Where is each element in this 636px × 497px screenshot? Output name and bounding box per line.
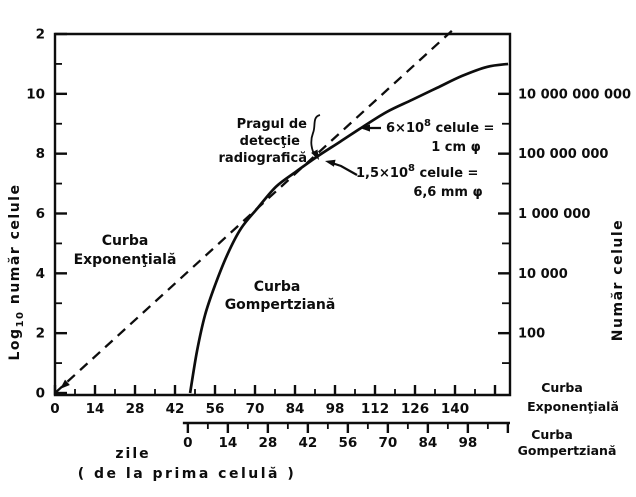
x-exp-tick-label: 14 (86, 401, 105, 417)
scale-name-exponential-line1: Curba (541, 380, 583, 395)
x-exp-tick-label: 0 (50, 401, 59, 417)
detection-threshold-line1: Pragul de (237, 117, 308, 132)
label-curba-gompertziana-line2: Gompertziană (225, 297, 336, 313)
y-right-tick-label: 1 000 000 (518, 207, 590, 222)
x-exp-tick-label: 140 (441, 401, 469, 417)
scale-name-exponential-line2: Exponenţială (527, 399, 619, 414)
label-curba-gompertziana-line1: Curba (254, 279, 301, 295)
x-exp-tick-label: 84 (286, 401, 305, 417)
annotation-6e8-cells: 6×108 celule = (386, 118, 494, 136)
annotation-arrows (60, 114, 381, 389)
detection-threshold-line2: detecţie (240, 134, 301, 149)
y-left-tick-label: 4 (36, 266, 45, 282)
arrowhead-1-5e8 (325, 159, 336, 167)
x-exp-tick-label: 126 (401, 401, 429, 417)
y-axis-right-title: Număr celule (610, 219, 626, 341)
x-axis-unit-sublabel: ( de la prima celulă ) (78, 466, 297, 482)
x-exp-tick-label: 28 (126, 401, 145, 417)
y-right-tick-label: 10 000 (518, 267, 568, 282)
y-right-tick-label: 100 (518, 327, 545, 342)
curves (54, 27, 509, 394)
x-exp-tick-label: 42 (166, 401, 185, 417)
scale-name-gompertz-line2: Gompertziană (518, 443, 617, 458)
scale-name-gompertz-line1: Curba (531, 427, 573, 442)
x-axis-unit-label: zile (115, 446, 150, 462)
x-gom-tick-label: 56 (338, 435, 357, 451)
x-gom-tick-label: 42 (298, 435, 317, 451)
y-right-tick-label: 10 000 000 000 (518, 87, 631, 102)
x-exp-tick-label: 98 (326, 401, 345, 417)
detection-bracket (310, 114, 321, 158)
y-axis-left-title: Log10 număr celule (7, 184, 26, 361)
y-left-tick-label: 10 (26, 86, 45, 102)
origin-arrowhead (60, 379, 70, 389)
x-gom-tick-label: 0 (183, 435, 192, 451)
label-curba-exponentiala-line1: Curba (102, 233, 149, 249)
x-exp-tick-label: 112 (361, 401, 389, 417)
x-gom-tick-label: 70 (378, 435, 397, 451)
arrowhead-6e8 (360, 124, 370, 132)
y-left-tick-label: 2 (36, 326, 45, 342)
annotation-6-6mm-diameter: 6,6 mm φ (413, 185, 482, 200)
annotation-1cm-diameter: 1 cm φ (431, 140, 481, 155)
axes: 0 2 4 6 8 10 2 100 10 000 1 000 000 100 000 000 10 … (26, 27, 631, 452)
y-left-tick-label: 8 (36, 146, 45, 162)
plot-frame (53, 32, 512, 397)
label-curba-exponentiala-line2: Exponenţială (74, 252, 177, 268)
y-left-tick-label: 0 (36, 386, 45, 402)
x-exp-tick-label: 56 (206, 401, 225, 417)
x-gom-tick-label: 84 (418, 435, 437, 451)
gompertz-curve (188, 62, 509, 394)
detection-bracket-arrowhead (311, 149, 319, 160)
y-left-tick-label: 6 (36, 206, 45, 222)
exponential-curve (54, 27, 456, 394)
x-gom-tick-label: 98 (458, 435, 477, 451)
annotation-1-5e8-cells: 1,5×108 celule = (356, 163, 478, 181)
x-gom-tick-label: 14 (218, 435, 237, 451)
x-exp-tick-label: 70 (246, 401, 265, 417)
x-gom-tick-label: 28 (258, 435, 277, 451)
detection-threshold-line3: radiografică (219, 151, 307, 166)
y-left-tick-label: 2 (36, 27, 45, 43)
y-right-tick-label: 100 000 000 (518, 147, 608, 162)
